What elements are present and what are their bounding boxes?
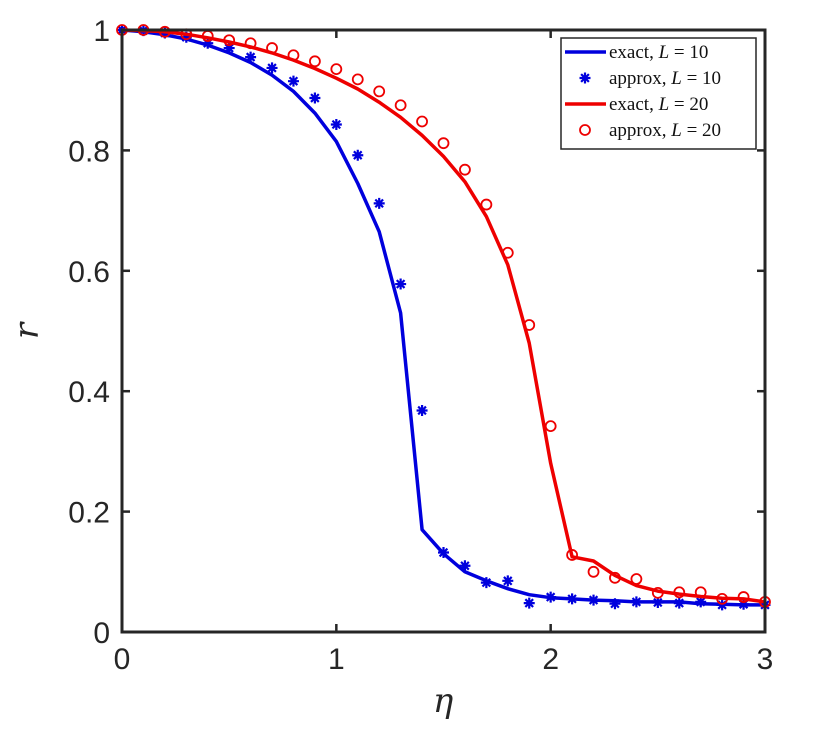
data-point-circle <box>501 246 514 259</box>
y-axis-label: r <box>7 321 47 339</box>
legend-box <box>560 37 757 150</box>
data-point-circle <box>351 73 364 86</box>
data-point-circle <box>223 34 236 47</box>
series-layer <box>116 24 771 611</box>
data-point-star <box>245 51 257 63</box>
data-point-star <box>502 575 514 587</box>
y-tick-label: 1 <box>93 15 110 48</box>
tick-labels: 0 1 2 3 0 0.2 0.4 0.6 0.8 1 <box>68 15 773 676</box>
data-point-star <box>459 560 471 572</box>
data-point-circle <box>587 565 600 578</box>
data-point-star <box>588 594 600 606</box>
data-point-circle <box>544 420 557 433</box>
data-point-star <box>652 597 664 609</box>
data-point-circle <box>244 37 257 50</box>
legend-item: exact, L = 10 <box>565 42 708 63</box>
data-point-circle <box>416 115 428 128</box>
legend-star-swatch <box>579 72 591 84</box>
data-point-circle <box>330 63 343 76</box>
legend-item: approx, L = 10 <box>579 68 721 89</box>
legend-circle-swatch <box>579 124 591 136</box>
data-point-star <box>373 197 385 209</box>
data-point-star <box>523 597 535 609</box>
legend: exact, L = 10 approx, L = 10 exact, L = 20… <box>560 37 757 150</box>
data-point-circle <box>630 573 643 585</box>
data-point-circle <box>716 592 729 605</box>
data-point-circle <box>566 549 578 561</box>
data-point-star <box>202 37 214 49</box>
data-point-star <box>738 598 750 610</box>
data-point-circle <box>694 586 707 599</box>
data-point-circle <box>287 49 300 62</box>
data-point-circle <box>437 137 450 150</box>
legend-label: approx, L = 10 <box>609 68 721 89</box>
data-point-star <box>395 278 407 290</box>
data-point-star <box>695 596 707 608</box>
data-point-star <box>180 31 192 43</box>
data-point-circle <box>480 198 493 211</box>
legend-label: exact, L = 10 <box>609 42 708 63</box>
legend-label: exact, L = 20 <box>609 94 708 115</box>
data-point-star <box>609 598 621 610</box>
legend-item: approx, L = 20 <box>579 120 721 141</box>
x-tick-label: 2 <box>542 643 559 676</box>
data-point-circle <box>373 85 386 98</box>
data-point-circle <box>651 586 664 599</box>
series-2 <box>116 24 771 611</box>
data-point-star <box>716 599 728 611</box>
legend-label: approx, L = 20 <box>609 120 721 141</box>
data-point-star <box>330 119 342 131</box>
data-point-star <box>266 62 278 74</box>
data-point-star <box>630 596 642 608</box>
data-point-star <box>438 547 449 559</box>
data-point-star <box>287 75 299 87</box>
x-tick-label: 3 <box>757 643 774 676</box>
plot-frame <box>120 28 767 634</box>
data-point-star <box>223 42 235 54</box>
x-tick-label: 1 <box>328 643 345 676</box>
data-point-circle <box>158 25 171 38</box>
y-tick-label: 0 <box>93 617 110 650</box>
y-tick-label: 0.8 <box>68 135 110 168</box>
series-line <box>121 28 766 604</box>
data-point-star <box>309 92 321 104</box>
data-point-star <box>352 149 364 161</box>
data-point-circle <box>459 163 471 176</box>
y-tick-label: 0.6 <box>68 256 110 289</box>
y-tick-label: 0.4 <box>68 376 110 409</box>
x-axis-label: η <box>433 681 454 721</box>
data-point-circle <box>737 591 750 603</box>
data-point-circle <box>609 571 621 584</box>
series-3 <box>121 28 766 604</box>
data-point-circle <box>266 42 278 54</box>
data-point-star <box>545 591 557 603</box>
data-point-star <box>566 593 578 605</box>
x-tick-label: 0 <box>114 643 131 676</box>
data-point-star <box>416 404 428 416</box>
data-point-circle <box>308 55 321 68</box>
data-point-circle <box>394 99 407 112</box>
legend-item: exact, L = 20 <box>565 94 708 115</box>
data-point-star <box>673 597 685 609</box>
data-point-circle <box>673 586 686 599</box>
data-point-star <box>480 577 492 589</box>
y-tick-label: 0.2 <box>68 497 110 530</box>
data-point-circle <box>523 319 536 331</box>
